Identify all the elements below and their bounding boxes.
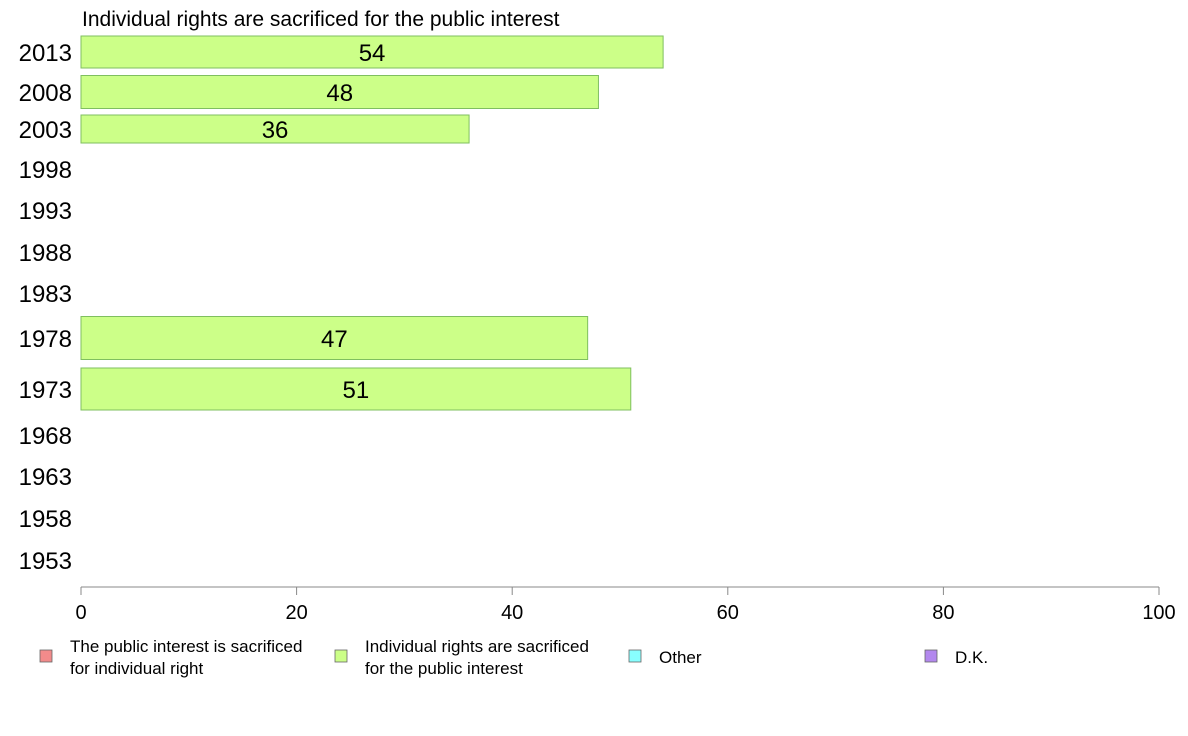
year-label-2008: 2008 [19, 80, 72, 107]
year-label-2013: 2013 [19, 40, 72, 67]
legend-label-4: D.K. [955, 648, 988, 667]
year-label-1958: 1958 [19, 506, 72, 533]
year-labels-group: 2013 2008 2003 1998 1993 1988 1983 1978 1973 1968… [19, 40, 72, 575]
legend-label-3: Other [659, 648, 702, 667]
bar-1978 [80, 316, 589, 360]
x-tick-label-0: 0 [75, 602, 86, 624]
chart-title: Individual rights are sacrificed for the… [82, 8, 560, 31]
bar-2008 [80, 75, 599, 109]
value-label-2013: 54 [359, 40, 386, 67]
bar-1973 [80, 367, 632, 411]
legend-swatch-4 [924, 649, 938, 663]
x-tick-label-100: 100 [1142, 602, 1175, 624]
x-tick-label-80: 80 [932, 602, 954, 624]
x-tick-label-20: 20 [285, 602, 307, 624]
legend-label-2-line2: for the public interest [365, 659, 523, 678]
year-label-2003: 2003 [19, 117, 72, 144]
year-label-1998: 1998 [19, 157, 72, 184]
bar-2013 [80, 35, 664, 69]
x-tick-label-40: 40 [501, 602, 523, 624]
legend-swatch-3 [628, 649, 642, 663]
legend-swatch-2 [334, 649, 348, 663]
x-tick-label-60: 60 [717, 602, 739, 624]
x-ticks-group: 0 20 40 60 80 100 [75, 587, 1176, 624]
value-label-1973: 51 [343, 377, 370, 404]
legend: The public interest is sacrificed for ind… [39, 637, 988, 678]
legend-label-2-line1: Individual rights are sacrificed [365, 637, 589, 656]
legend-label-1-line2: for individual right [70, 659, 204, 678]
year-label-1983: 1983 [19, 281, 72, 308]
year-label-1993: 1993 [19, 198, 72, 225]
value-label-2003: 36 [262, 117, 289, 144]
year-label-1968: 1968 [19, 423, 72, 450]
year-label-1973: 1973 [19, 377, 72, 404]
year-label-1978: 1978 [19, 326, 72, 353]
year-label-1953: 1953 [19, 548, 72, 575]
value-label-2008: 48 [326, 80, 353, 107]
year-label-1988: 1988 [19, 240, 72, 267]
bar-2003 [80, 114, 470, 144]
legend-swatch-1 [39, 649, 53, 663]
year-label-1963: 1963 [19, 464, 72, 491]
legend-label-1-line1: The public interest is sacrificed [70, 637, 302, 656]
value-label-1978: 47 [321, 326, 348, 353]
